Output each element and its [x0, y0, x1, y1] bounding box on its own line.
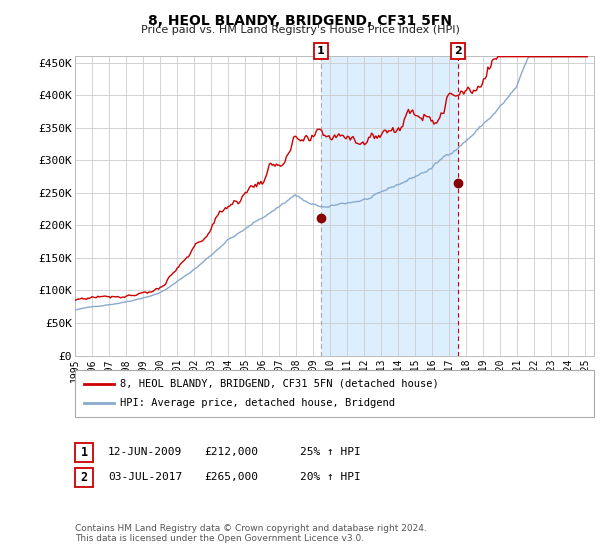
Text: Price paid vs. HM Land Registry's House Price Index (HPI): Price paid vs. HM Land Registry's House … — [140, 25, 460, 35]
Text: 8, HEOL BLANDY, BRIDGEND, CF31 5FN: 8, HEOL BLANDY, BRIDGEND, CF31 5FN — [148, 14, 452, 28]
Text: 25% ↑ HPI: 25% ↑ HPI — [300, 447, 361, 458]
Text: Contains HM Land Registry data © Crown copyright and database right 2024.
This d: Contains HM Land Registry data © Crown c… — [75, 524, 427, 543]
Text: 1: 1 — [317, 46, 325, 56]
Text: 2: 2 — [80, 470, 88, 484]
Text: 2: 2 — [454, 46, 462, 56]
Text: 20% ↑ HPI: 20% ↑ HPI — [300, 472, 361, 482]
Text: 12-JUN-2009: 12-JUN-2009 — [108, 447, 182, 458]
Text: 1: 1 — [80, 446, 88, 459]
Bar — [321, 56, 458, 356]
Text: HPI: Average price, detached house, Bridgend: HPI: Average price, detached house, Brid… — [120, 398, 395, 408]
Text: 03-JUL-2017: 03-JUL-2017 — [108, 472, 182, 482]
Text: 8, HEOL BLANDY, BRIDGEND, CF31 5FN (detached house): 8, HEOL BLANDY, BRIDGEND, CF31 5FN (deta… — [120, 379, 439, 389]
Text: £212,000: £212,000 — [204, 447, 258, 458]
Text: £265,000: £265,000 — [204, 472, 258, 482]
